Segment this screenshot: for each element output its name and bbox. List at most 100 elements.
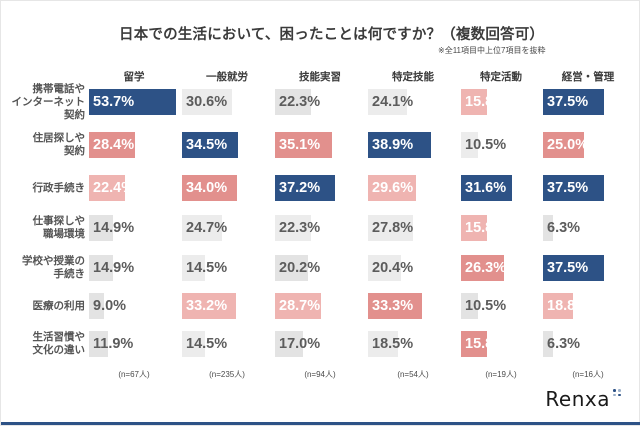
data-cell: 35.1% — [275, 132, 365, 158]
data-cell: 33.3% — [368, 293, 458, 319]
data-cell: 37.5% — [543, 175, 633, 201]
value-label: 53.7% — [93, 94, 135, 110]
data-cell: 30.6% — [182, 89, 272, 115]
value-label: 15.8% — [465, 220, 507, 236]
data-cell: 25.0% — [543, 132, 633, 158]
data-cell: 28.4% — [89, 132, 179, 158]
value-label: 24.1% — [372, 94, 414, 110]
value-label: 6.3% — [547, 336, 581, 352]
data-cell: 34.5% — [182, 132, 272, 158]
row-label-3: 行政手続き — [32, 181, 86, 194]
value-label: 24.7% — [186, 220, 228, 236]
value-bar — [461, 132, 478, 158]
column-sample-size-5: (n=19人) — [485, 370, 517, 379]
value-label: 38.9% — [372, 137, 414, 153]
value-bar — [543, 255, 604, 281]
data-cell: 20.2% — [275, 255, 365, 281]
data-cell: 22.3% — [275, 89, 365, 115]
value-label: 37.5% — [547, 180, 589, 196]
value-bar — [182, 331, 205, 357]
value-label: 14.5% — [186, 260, 228, 276]
data-cell: 22.4% — [89, 175, 179, 201]
value-bar — [89, 255, 113, 281]
value-bar — [368, 132, 431, 158]
value-label: 22.3% — [279, 220, 321, 236]
value-label: 33.2% — [186, 298, 228, 314]
value-bar — [543, 89, 604, 115]
data-cell: 15.8% — [461, 331, 541, 357]
value-bar — [275, 89, 311, 115]
value-label: 18.8% — [547, 298, 589, 314]
value-label: 30.6% — [186, 94, 228, 110]
value-label: 29.6% — [372, 180, 414, 196]
row-label-7: 生活習慣や 文化の違い — [32, 331, 86, 356]
value-label: 14.9% — [93, 220, 135, 236]
column-sample-size-1: (n=67人) — [118, 370, 150, 379]
value-bar — [182, 89, 232, 115]
column-sample-size-6: (n=16人) — [572, 370, 604, 379]
value-bar — [543, 293, 573, 319]
value-bar — [182, 175, 237, 201]
data-cell: 24.7% — [182, 215, 272, 241]
value-label: 15.8% — [465, 336, 507, 352]
data-cell: 20.4% — [368, 255, 458, 281]
data-cell: 18.5% — [368, 331, 458, 357]
row-label-5: 学校や授業の 手続き — [22, 255, 85, 280]
logo-dots-icon — [613, 389, 621, 396]
value-label: 37.5% — [547, 260, 589, 276]
value-bar — [89, 215, 113, 241]
data-cell: 10.5% — [461, 293, 541, 319]
value-label: 6.3% — [547, 220, 581, 236]
value-bar — [368, 331, 398, 357]
value-bar — [543, 215, 553, 241]
value-bar — [182, 255, 205, 281]
data-cell: 15.8% — [461, 89, 541, 115]
data-cell: 26.3% — [461, 255, 541, 281]
value-label: 14.5% — [186, 336, 228, 352]
data-cell: 15.8% — [461, 215, 541, 241]
data-cell: 9.0% — [89, 293, 179, 319]
row-label-6: 医療の利用 — [32, 299, 86, 312]
column-sample-size-3: (n=94人) — [304, 370, 336, 379]
value-bar — [182, 215, 222, 241]
data-cell: 6.3% — [543, 331, 633, 357]
data-cell: 22.3% — [275, 215, 365, 241]
value-label: 17.0% — [279, 336, 321, 352]
value-bar — [89, 331, 108, 357]
column-header-3: 技能実習 — [299, 71, 341, 83]
data-cell: 53.7% — [89, 89, 179, 115]
page-title: 日本での生活において、困ったことは何ですか？（複数回答可） — [119, 27, 545, 43]
value-bar — [461, 331, 487, 357]
value-label: 34.0% — [186, 180, 228, 196]
value-bar — [543, 331, 553, 357]
value-bar — [368, 255, 401, 281]
data-cell: 6.3% — [543, 215, 633, 241]
data-cell: 14.5% — [182, 255, 272, 281]
value-bar — [275, 215, 311, 241]
value-label: 10.5% — [465, 298, 507, 314]
value-label: 20.2% — [279, 260, 321, 276]
value-label: 37.2% — [279, 180, 321, 196]
column-sample-size-2: (n=235人) — [209, 370, 245, 379]
logo-wordmark: Renxa — [545, 387, 610, 411]
value-bar — [275, 331, 303, 357]
value-label: 11.9% — [93, 336, 134, 352]
column-sample-size-4: (n=54人) — [397, 370, 429, 379]
value-label: 10.5% — [465, 137, 507, 153]
value-bar — [368, 293, 422, 319]
value-label: 26.3% — [465, 260, 507, 276]
row-label-4: 仕事探しや 職場環境 — [32, 215, 85, 240]
value-label: 15.8% — [465, 94, 507, 110]
chart-subtitle: ※全11項目中上位7項目を抜粋 — [438, 46, 546, 55]
value-bar — [461, 175, 512, 201]
value-bar — [461, 293, 478, 319]
value-label: 27.8% — [372, 220, 414, 236]
bottom-accent-rule — [1, 422, 640, 425]
data-cell: 33.2% — [182, 293, 272, 319]
column-header-2: 一般就労 — [206, 71, 248, 83]
data-cell: 29.6% — [368, 175, 458, 201]
value-label: 14.9% — [93, 260, 135, 276]
value-bar — [182, 132, 238, 158]
value-bar — [89, 89, 176, 115]
